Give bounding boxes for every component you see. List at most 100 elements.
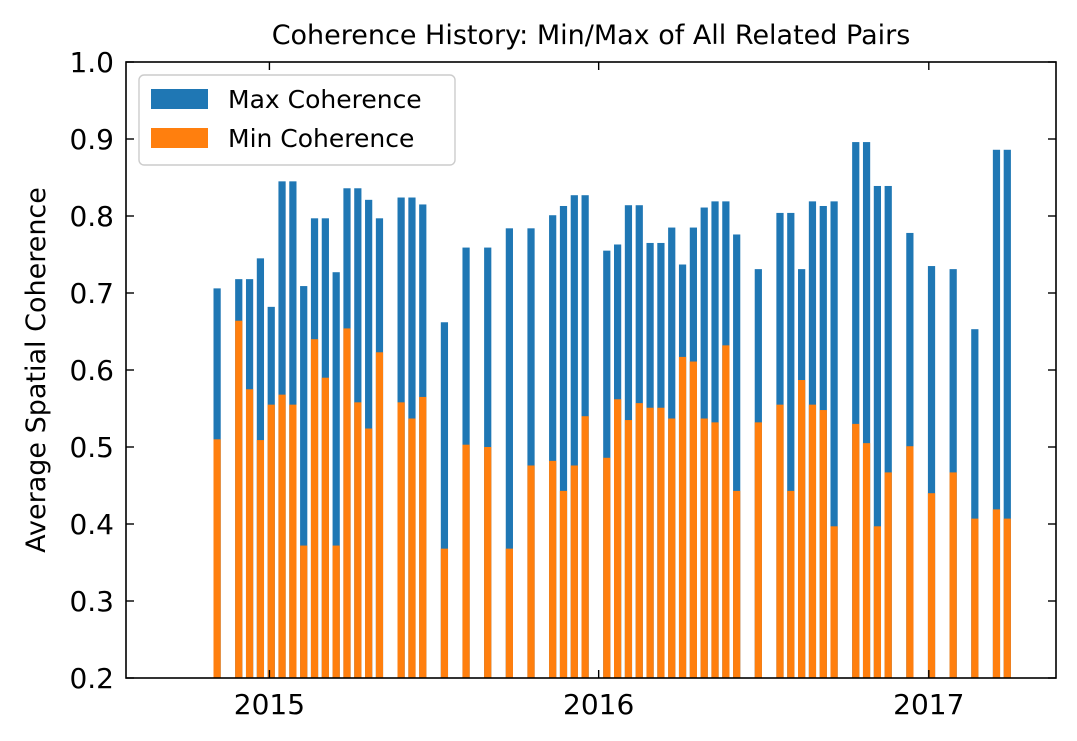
legend-label-max: Max Coherence bbox=[228, 85, 422, 114]
x-tick-label-1: 2016 bbox=[563, 688, 634, 721]
min-bar-35 bbox=[689, 361, 697, 678]
min-bar-38 bbox=[722, 345, 730, 678]
min-bar-53 bbox=[949, 472, 957, 678]
max-bar-47 bbox=[852, 142, 860, 678]
min-bar-41 bbox=[776, 404, 784, 678]
max-bar-25 bbox=[570, 195, 578, 678]
min-bar-27 bbox=[603, 457, 611, 678]
max-bar-39 bbox=[733, 234, 741, 679]
min-bar-44 bbox=[808, 404, 817, 678]
max-bar-7 bbox=[300, 286, 308, 678]
min-bar-17 bbox=[419, 396, 427, 678]
min-bar-24 bbox=[559, 490, 568, 678]
min-bar-16 bbox=[408, 418, 416, 678]
min-bar-37 bbox=[711, 422, 719, 678]
min-bar-56 bbox=[1003, 518, 1011, 678]
min-bar-42 bbox=[787, 490, 795, 678]
min-bar-29 bbox=[624, 420, 633, 678]
y-tick-label-6: 0.8 bbox=[69, 200, 114, 233]
min-bar-21 bbox=[505, 548, 513, 678]
min-bar-26 bbox=[581, 416, 589, 678]
x-tick-label-2: 2017 bbox=[893, 688, 964, 721]
min-bar-3 bbox=[256, 440, 265, 678]
min-bar-51 bbox=[906, 446, 914, 678]
y-tick-label-2: 0.4 bbox=[69, 508, 114, 541]
min-bar-36 bbox=[700, 418, 708, 678]
min-bar-25 bbox=[570, 465, 578, 678]
min-bar-30 bbox=[635, 403, 643, 678]
max-bar-54 bbox=[971, 329, 979, 678]
min-bar-52 bbox=[927, 493, 936, 678]
min-bar-28 bbox=[614, 399, 622, 678]
min-bar-7 bbox=[300, 545, 308, 678]
max-bar-42 bbox=[787, 212, 795, 679]
min-bar-23 bbox=[549, 460, 557, 678]
max-bar-52 bbox=[927, 266, 936, 678]
max-bar-24 bbox=[559, 205, 568, 679]
max-bar-55 bbox=[992, 149, 1001, 678]
legend-swatch-min bbox=[151, 128, 208, 148]
max-bar-49 bbox=[873, 185, 882, 678]
min-bar-2 bbox=[245, 389, 254, 678]
min-bar-22 bbox=[527, 465, 535, 678]
max-bar-22 bbox=[527, 228, 535, 678]
y-tick-label-5: 0.7 bbox=[69, 277, 114, 310]
min-bar-48 bbox=[862, 443, 871, 678]
chart-title: Coherence History: Min/Max of All Relate… bbox=[272, 20, 911, 51]
y-tick-label-3: 0.5 bbox=[69, 431, 114, 464]
min-bar-14 bbox=[375, 352, 384, 678]
bars-layer bbox=[213, 142, 1011, 679]
min-bar-8 bbox=[310, 339, 319, 678]
legend: Max Coherence Min Coherence bbox=[138, 74, 456, 166]
min-bar-31 bbox=[646, 407, 654, 678]
y-axis-label: Average Spatial Coherence bbox=[21, 187, 52, 553]
max-bar-23 bbox=[549, 215, 557, 679]
plot-frame bbox=[125, 61, 1057, 679]
min-bar-20 bbox=[484, 447, 492, 678]
legend-swatch-max bbox=[151, 89, 208, 109]
legend-box bbox=[138, 74, 456, 166]
y-tick-label-1: 0.3 bbox=[69, 585, 114, 618]
min-bar-32 bbox=[657, 407, 665, 678]
y-tick-label-4: 0.6 bbox=[69, 354, 114, 387]
min-bar-45 bbox=[819, 410, 827, 678]
max-bar-21 bbox=[505, 228, 513, 678]
min-bar-0 bbox=[213, 439, 221, 678]
min-bar-9 bbox=[321, 377, 329, 678]
max-bar-56 bbox=[1003, 149, 1011, 678]
min-bar-43 bbox=[798, 380, 806, 678]
min-bar-55 bbox=[992, 509, 1001, 678]
min-bar-46 bbox=[830, 526, 838, 678]
min-bar-12 bbox=[354, 402, 362, 678]
legend-label-min: Min Coherence bbox=[228, 124, 414, 153]
min-bar-10 bbox=[332, 545, 340, 678]
min-bar-39 bbox=[733, 490, 741, 678]
min-bar-40 bbox=[754, 422, 762, 678]
min-bar-4 bbox=[267, 404, 275, 678]
min-bar-47 bbox=[852, 423, 860, 678]
min-bar-33 bbox=[668, 418, 676, 678]
axes-layer: 0.2 0.3 0.4 0.5 0.6 0.7 0.8 0.9 1.0 2015 2016 2017 bbox=[69, 46, 1056, 721]
min-bar-50 bbox=[884, 472, 892, 678]
y-tick-label-8: 1.0 bbox=[69, 46, 114, 79]
min-bar-15 bbox=[397, 402, 405, 678]
min-bar-6 bbox=[289, 404, 297, 678]
y-tick-label-7: 0.9 bbox=[69, 123, 114, 156]
min-bar-5 bbox=[278, 394, 286, 678]
min-bar-18 bbox=[440, 548, 449, 678]
max-bar-46 bbox=[830, 201, 838, 678]
max-bar-18 bbox=[440, 322, 449, 678]
max-bar-50 bbox=[884, 185, 892, 678]
x-tick-label-0: 2015 bbox=[234, 688, 305, 721]
min-bar-11 bbox=[343, 328, 351, 678]
min-bar-13 bbox=[365, 428, 373, 678]
min-bar-49 bbox=[873, 526, 882, 678]
min-bar-19 bbox=[462, 444, 470, 678]
min-bar-54 bbox=[971, 518, 979, 678]
max-bar-10 bbox=[332, 272, 340, 678]
y-tick-label-0: 0.2 bbox=[69, 662, 114, 695]
min-bar-34 bbox=[678, 356, 687, 678]
min-bar-1 bbox=[235, 320, 243, 678]
max-bar-48 bbox=[862, 142, 871, 678]
